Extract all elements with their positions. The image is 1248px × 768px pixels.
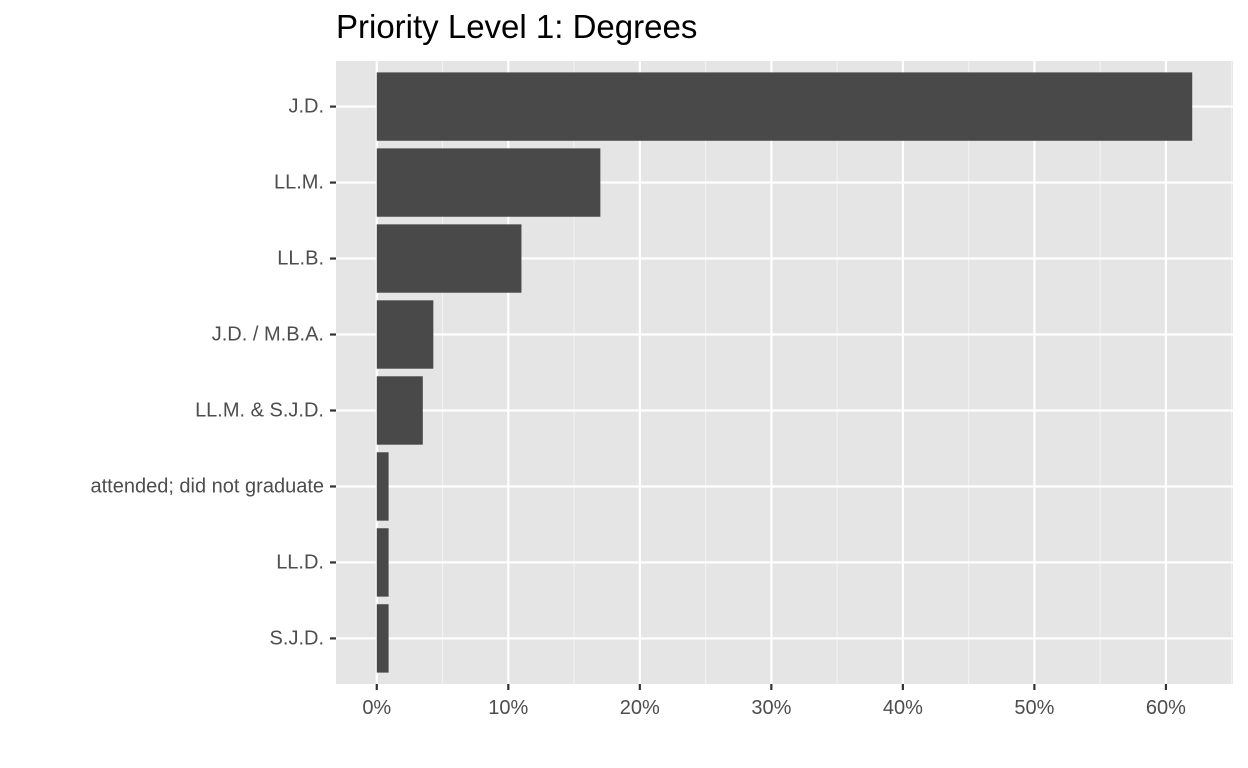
bar-4 (376, 376, 423, 445)
x-tick-label: 0% (362, 697, 391, 719)
x-tick-label: 10% (488, 697, 528, 719)
bar-7 (376, 604, 389, 673)
x-tick-label: 20% (620, 697, 660, 719)
x-tick-label: 50% (1014, 697, 1054, 719)
chart-title: Priority Level 1: Degrees (336, 8, 698, 45)
y-tick-label: LL.B. (277, 248, 324, 270)
bar-2 (376, 224, 522, 293)
y-tick-label: LL.D. (276, 551, 324, 573)
y-tick-label: LL.M. (274, 172, 324, 194)
x-tick-label: 40% (883, 697, 923, 719)
y-tick-label: J.D. / M.B.A. (212, 324, 324, 346)
bar-3 (376, 300, 434, 369)
bar-6 (376, 528, 389, 597)
bar-5 (376, 452, 389, 521)
x-tick-label: 60% (1146, 697, 1186, 719)
bar-0 (376, 72, 1193, 141)
y-tick-label: attended; did not graduate (90, 475, 324, 497)
y-tick-label: S.J.D. (270, 627, 324, 649)
y-tick-label: J.D. (288, 96, 324, 118)
y-tick-label: LL.M. & S.J.D. (195, 399, 324, 421)
bar-1 (376, 148, 601, 217)
x-tick-label: 30% (751, 697, 791, 719)
